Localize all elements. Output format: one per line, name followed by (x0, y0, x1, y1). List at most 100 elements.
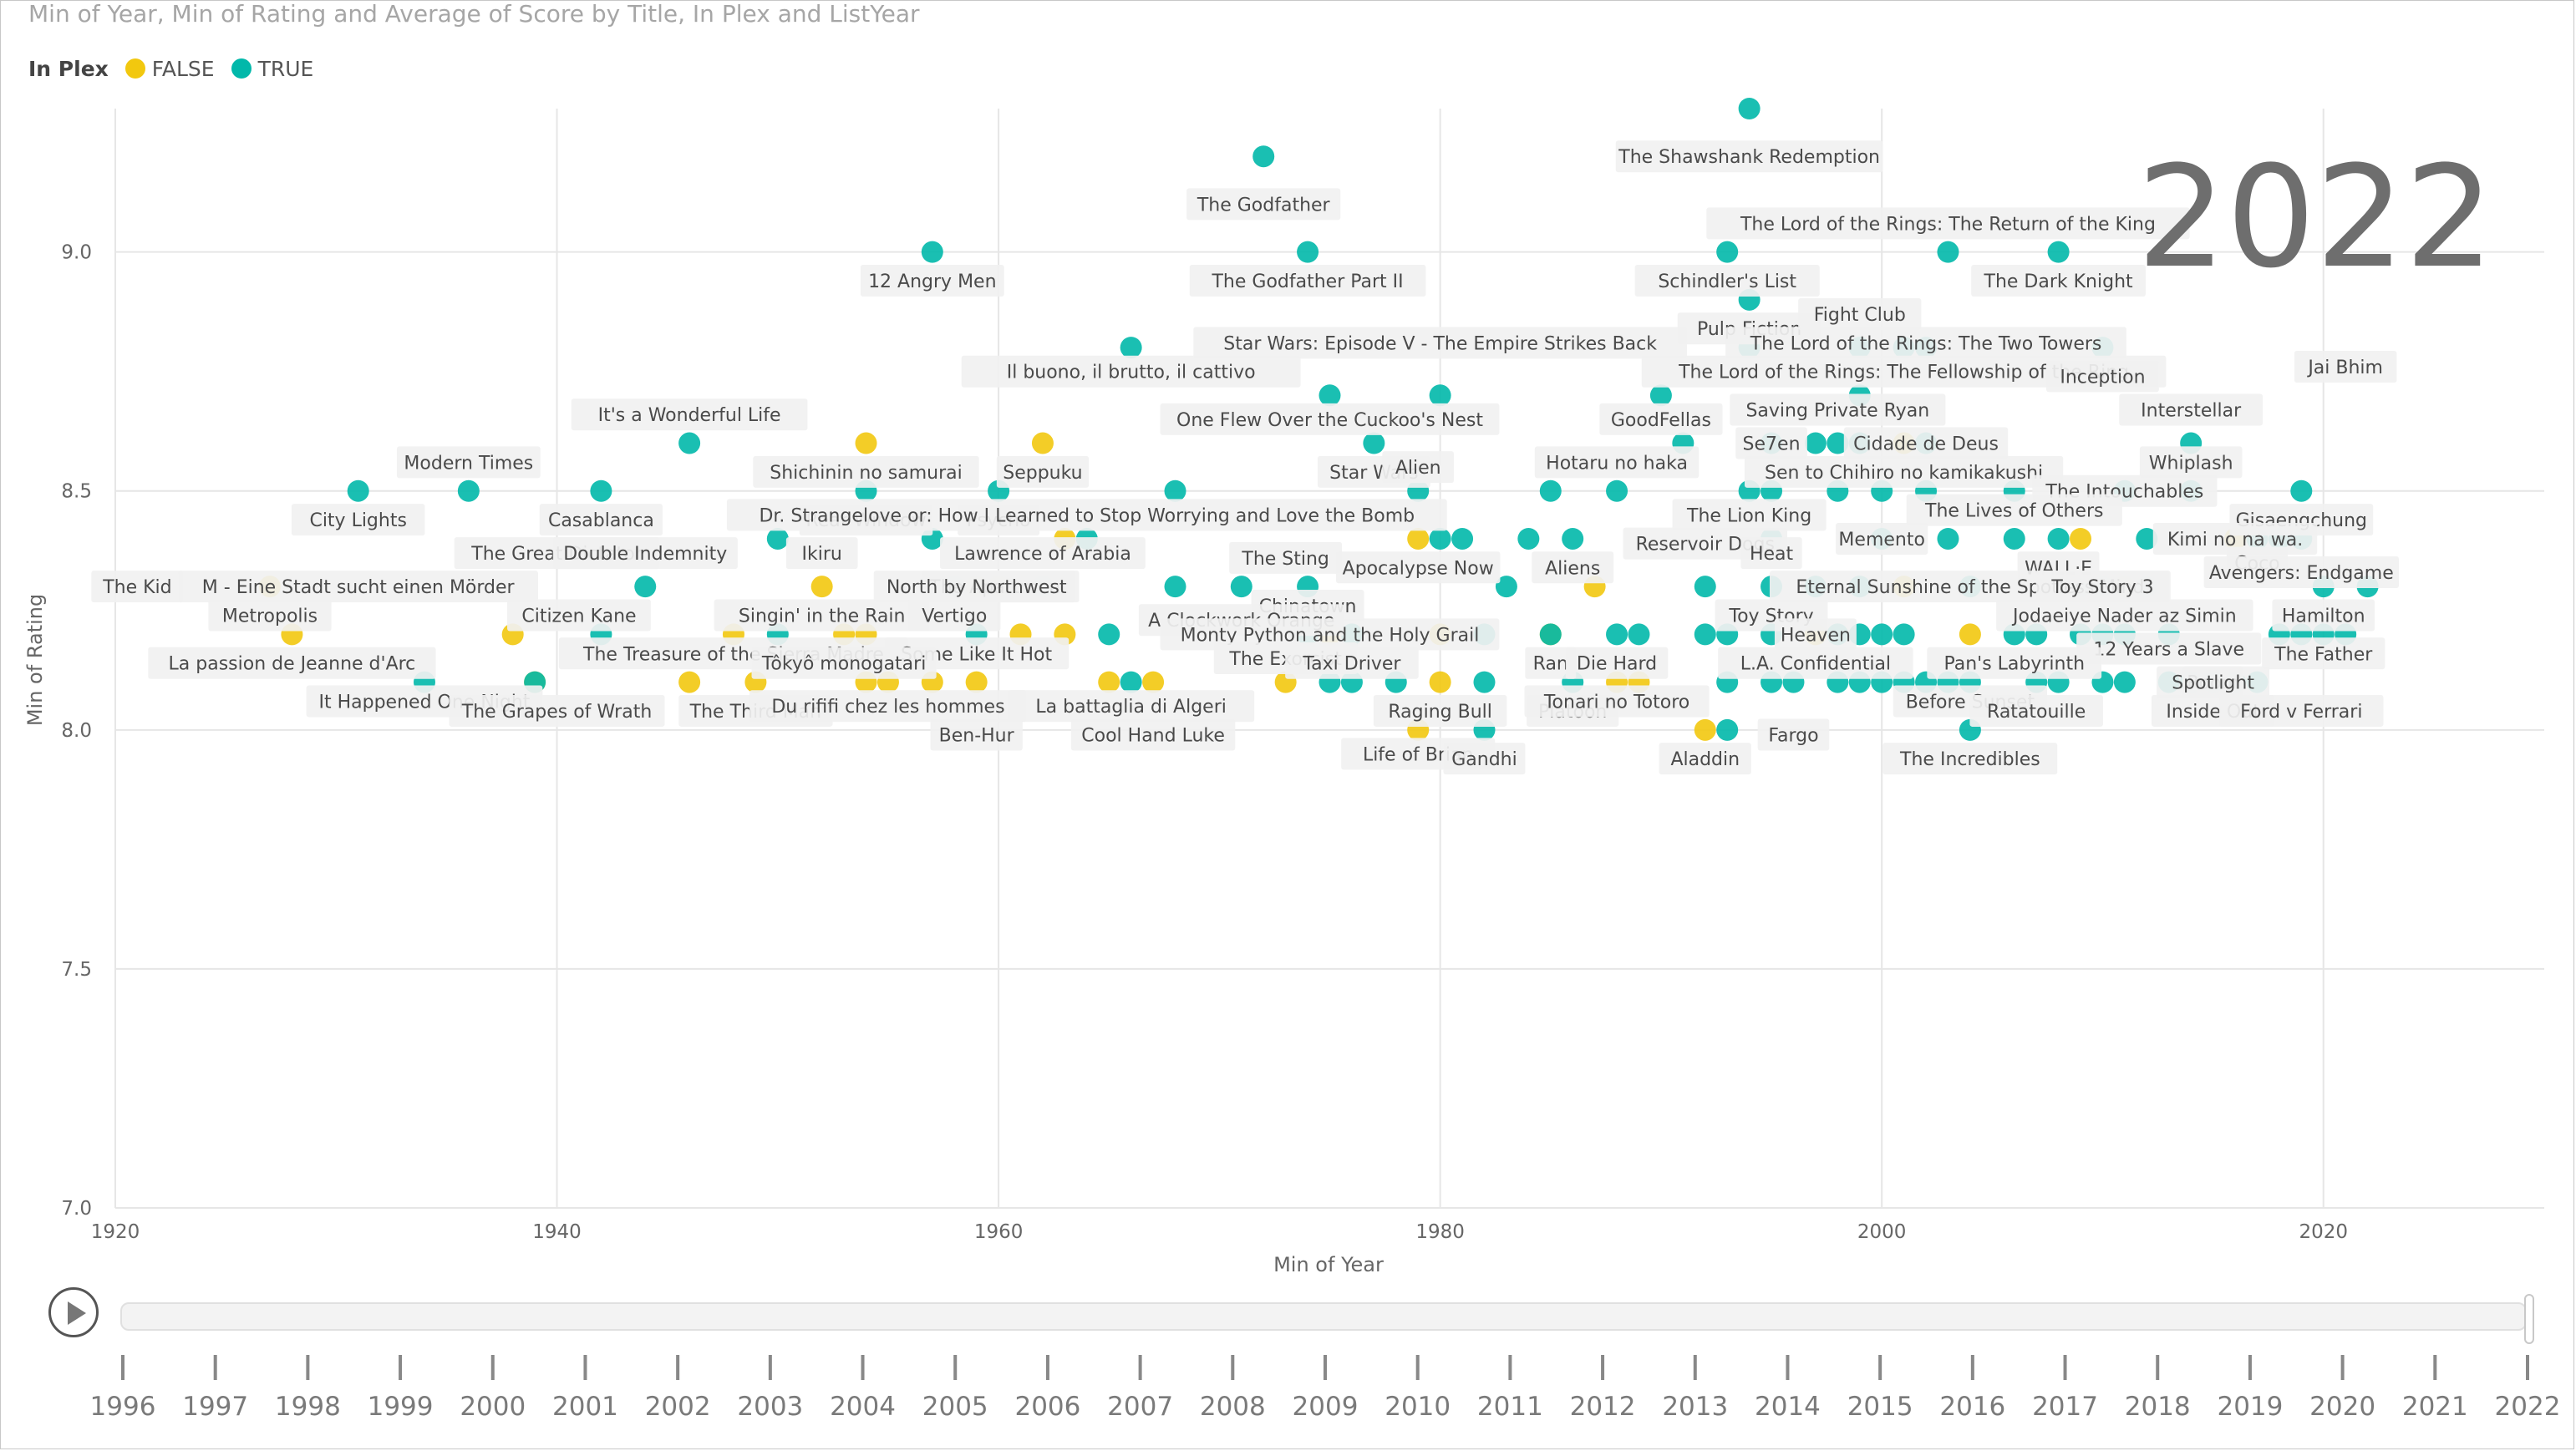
point-true[interactable] (1606, 623, 1628, 646)
play-axis-year[interactable]: 2005 (922, 1392, 988, 1422)
point-true[interactable] (347, 479, 369, 502)
point-true[interactable] (1120, 337, 1142, 359)
point-true[interactable] (678, 432, 701, 454)
point-true[interactable] (1252, 145, 1275, 168)
point-true[interactable] (457, 479, 480, 502)
point-true[interactable] (1827, 432, 1849, 454)
point-true[interactable] (1164, 479, 1186, 502)
point-true[interactable] (1871, 623, 1893, 646)
point-true[interactable] (1649, 384, 1672, 407)
point-true[interactable] (1318, 384, 1341, 407)
play-axis-year[interactable]: 2022 (2495, 1392, 2561, 1422)
point-true[interactable] (2136, 527, 2158, 550)
point-true[interactable] (766, 527, 789, 550)
point-true[interactable] (1562, 527, 1584, 550)
point-true[interactable] (590, 479, 612, 502)
play-axis-thumb[interactable] (2524, 1294, 2534, 1344)
legend-item-false[interactable]: FALSE (151, 56, 215, 81)
point-true[interactable] (2047, 241, 2070, 263)
point-true[interactable] (1473, 671, 1496, 693)
point-false[interactable] (1694, 718, 1716, 741)
point-true[interactable] (1363, 432, 1385, 454)
play-axis-year[interactable]: 2016 (1939, 1392, 2005, 1422)
data-label-bg (1565, 647, 1669, 679)
point-true[interactable] (921, 241, 943, 263)
point-false[interactable] (1429, 671, 1451, 693)
play-axis-year[interactable]: 2015 (1847, 1392, 1913, 1422)
data-label-bg (2219, 694, 2384, 727)
data-label-text: Casablanca (548, 510, 654, 531)
play-axis-year[interactable]: 2018 (2125, 1392, 2191, 1422)
play-axis-year[interactable]: 2009 (1293, 1392, 1359, 1422)
point-true[interactable] (1120, 671, 1142, 693)
play-axis-year[interactable]: 2014 (1755, 1392, 1821, 1422)
point-false[interactable] (1031, 432, 1054, 454)
point-true[interactable] (1694, 576, 1716, 598)
point-false[interactable] (1142, 671, 1165, 693)
point-true[interactable] (1098, 623, 1120, 646)
point-true[interactable] (1517, 527, 1540, 550)
play-axis-year[interactable]: 2019 (2217, 1392, 2283, 1422)
point-true[interactable] (2003, 527, 2025, 550)
play-button[interactable] (48, 1287, 99, 1337)
point-true[interactable] (1694, 623, 1716, 646)
point-true[interactable] (1937, 241, 1959, 263)
data-label: Ratatouille (1969, 694, 2103, 727)
point-false[interactable] (1959, 623, 1981, 646)
point-false[interactable] (678, 671, 701, 693)
play-axis-year[interactable]: 2002 (645, 1392, 711, 1422)
data-label-text: Toy Story 3 (2050, 577, 2153, 598)
point-true[interactable] (1606, 479, 1628, 502)
play-axis-year[interactable]: 2011 (1477, 1392, 1543, 1422)
x-tick-label: 2000 (1857, 1221, 1907, 1243)
play-axis-year[interactable]: 2017 (2032, 1392, 2098, 1422)
point-false[interactable] (2070, 527, 2092, 550)
play-axis-track[interactable] (120, 1302, 2527, 1331)
point-true[interactable] (1893, 623, 1915, 646)
point-true[interactable] (1164, 576, 1186, 598)
point-false[interactable] (855, 432, 877, 454)
play-axis-year[interactable]: 2012 (1570, 1392, 1636, 1422)
point-true[interactable] (1738, 98, 1761, 119)
point-true[interactable] (1937, 527, 1959, 550)
point-true[interactable] (1716, 241, 1739, 263)
point-true[interactable] (1429, 384, 1451, 407)
play-axis-year[interactable]: 2021 (2402, 1392, 2468, 1422)
play-axis-year[interactable]: 2008 (1200, 1392, 1266, 1422)
play-axis-year[interactable]: 1998 (275, 1392, 341, 1422)
play-axis-year[interactable]: 1996 (90, 1392, 156, 1422)
point-true[interactable] (1539, 479, 1562, 502)
point-true[interactable] (1429, 527, 1451, 550)
point-true[interactable] (1230, 576, 1252, 598)
point-false[interactable] (1407, 527, 1430, 550)
point-true[interactable] (1716, 718, 1739, 741)
play-axis-year[interactable]: 2013 (1662, 1392, 1728, 1422)
point-true[interactable] (1297, 241, 1319, 263)
play-axis-year[interactable]: 2010 (1385, 1392, 1451, 1422)
point-true[interactable] (634, 576, 657, 598)
play-axis-year[interactable]: 2020 (2309, 1392, 2375, 1422)
play-axis-year[interactable]: 1999 (368, 1392, 434, 1422)
point-true[interactable] (2047, 527, 2070, 550)
point-true[interactable] (2113, 671, 2136, 693)
point-true[interactable] (1495, 576, 1517, 598)
point-true[interactable] (2290, 479, 2313, 502)
play-axis-year[interactable]: 2000 (460, 1392, 526, 1422)
play-axis-year[interactable]: 2003 (737, 1392, 803, 1422)
data-label: Taxi Driver (1285, 647, 1419, 679)
point-true[interactable] (1539, 623, 1562, 646)
play-axis-year[interactable]: 1997 (182, 1392, 248, 1422)
point-true[interactable] (1804, 432, 1827, 454)
point-true[interactable] (1628, 623, 1650, 646)
play-axis-year[interactable]: 2004 (830, 1392, 896, 1422)
play-axis-year[interactable]: 2006 (1014, 1392, 1080, 1422)
play-axis-year[interactable]: 2001 (552, 1392, 618, 1422)
play-axis-year[interactable]: 2007 (1107, 1392, 1173, 1422)
data-label-text: Cidade de Deus (1853, 434, 1999, 455)
legend-item-true[interactable]: TRUE (257, 56, 314, 81)
data-label: Alien (1382, 451, 1455, 484)
point-true[interactable] (1451, 527, 1474, 550)
point-false[interactable] (965, 671, 988, 693)
point-false[interactable] (1098, 671, 1120, 693)
point-false[interactable] (810, 576, 833, 598)
